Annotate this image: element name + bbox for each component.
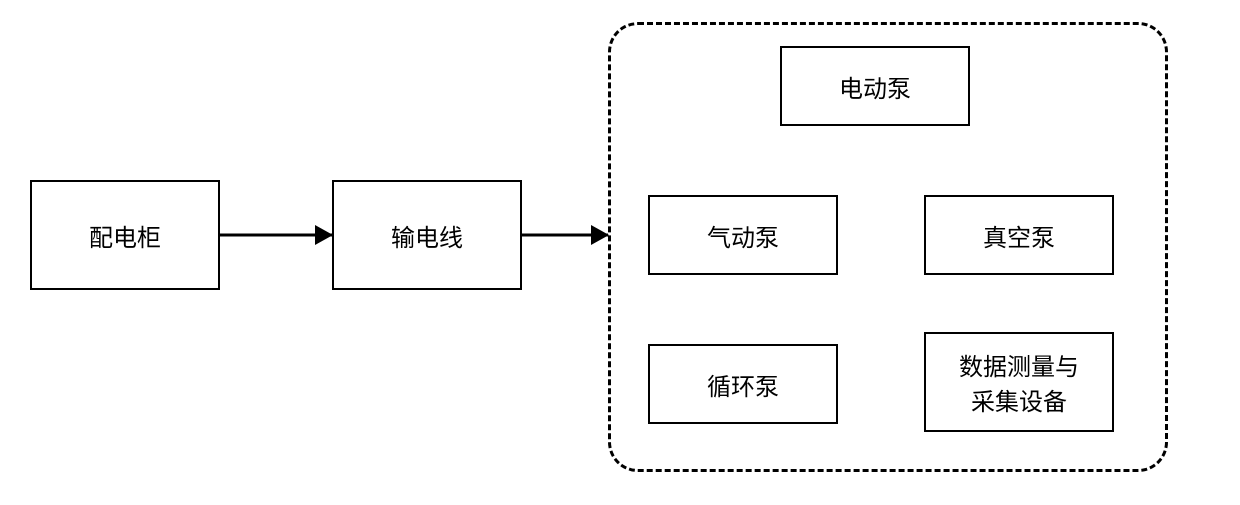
diagram-canvas: 配电柜 输电线 电动泵 气动泵 真空泵 循环泵 数据测量与 采集设备	[0, 0, 1240, 505]
node-pneumatic-pump: 气动泵	[648, 195, 838, 275]
node-label: 输电线	[391, 218, 463, 253]
node-power-line: 输电线	[332, 180, 522, 290]
node-label: 数据测量与 采集设备	[959, 347, 1079, 417]
node-label: 配电柜	[89, 218, 161, 253]
node-data-acquisition: 数据测量与 采集设备	[924, 332, 1114, 432]
node-electric-pump: 电动泵	[780, 46, 970, 126]
node-distribution-cabinet: 配电柜	[30, 180, 220, 290]
node-label: 气动泵	[707, 218, 779, 253]
node-label: 循环泵	[707, 367, 779, 402]
node-vacuum-pump: 真空泵	[924, 195, 1114, 275]
node-label: 真空泵	[983, 218, 1055, 253]
node-circulation-pump: 循环泵	[648, 344, 838, 424]
node-label: 电动泵	[839, 69, 911, 104]
